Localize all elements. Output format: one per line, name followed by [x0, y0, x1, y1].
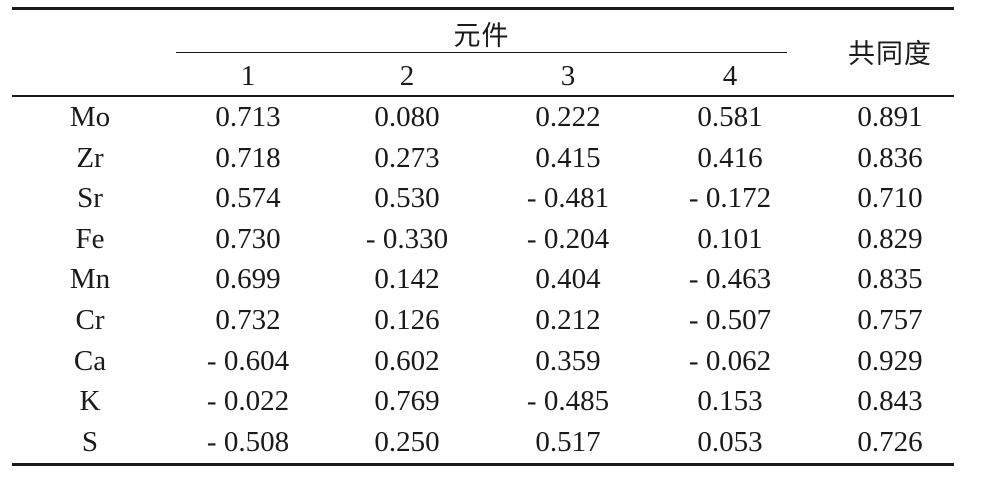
- communality-cell: 0.835: [857, 263, 923, 295]
- row-label: Mn: [69, 263, 111, 295]
- communality-cell: 0.891: [857, 101, 923, 133]
- row-label: K: [79, 385, 101, 417]
- table-cell: - 0.481: [526, 182, 610, 214]
- column-header-4: 4: [722, 60, 738, 92]
- table-cell: - 0.204: [526, 223, 610, 255]
- table-cell: 0.574: [215, 182, 281, 214]
- table-cell: 0.359: [535, 345, 601, 377]
- table-cell: 0.415: [535, 142, 601, 174]
- row-label: Sr: [77, 182, 103, 214]
- row-label: Ca: [73, 345, 107, 377]
- table-cell: 0.080: [374, 101, 440, 133]
- column-header-1: 1: [240, 60, 256, 92]
- table-cell: 0.273: [374, 142, 440, 174]
- table-cell: 0.718: [215, 142, 281, 174]
- table-cell: - 0.330: [365, 223, 449, 255]
- table-cell: - 0.508: [206, 426, 290, 458]
- table-cell: - 0.485: [526, 385, 610, 417]
- table-cell: 0.142: [374, 263, 440, 295]
- table-cell: 0.250: [374, 426, 440, 458]
- table-cell: 0.730: [215, 223, 281, 255]
- table-cell: 0.153: [697, 385, 763, 417]
- table-cell: 0.126: [374, 304, 440, 336]
- table-cell: - 0.022: [206, 385, 290, 417]
- communality-cell: 0.726: [857, 426, 923, 458]
- row-label: Fe: [75, 223, 105, 255]
- communality-cell: 0.829: [857, 223, 923, 255]
- table-cell: - 0.062: [688, 345, 772, 377]
- group-header-rule: [176, 52, 787, 53]
- table-cell: 0.222: [535, 101, 601, 133]
- column-header-3: 3: [560, 60, 576, 92]
- table-cell: 0.416: [697, 142, 763, 174]
- column-header-2: 2: [399, 60, 415, 92]
- table-cell: 0.713: [215, 101, 281, 133]
- table-cell: - 0.604: [206, 345, 290, 377]
- communality-cell: 0.843: [857, 385, 923, 417]
- table-cell: 0.602: [374, 345, 440, 377]
- table-cell: - 0.507: [688, 304, 772, 336]
- row-label: S: [81, 426, 99, 458]
- row-label: Mo: [69, 101, 111, 133]
- table-cell: 0.101: [697, 223, 763, 255]
- group-header: 元件: [453, 21, 510, 52]
- table-top-rule: [12, 7, 954, 10]
- communality-header: 共同度: [848, 39, 932, 70]
- table-cell: 0.732: [215, 304, 281, 336]
- table-cell: 0.053: [697, 426, 763, 458]
- table-cell: - 0.463: [688, 263, 772, 295]
- table-cell: - 0.172: [688, 182, 772, 214]
- communality-cell: 0.757: [857, 304, 923, 336]
- table-cell: 0.769: [374, 385, 440, 417]
- communality-cell: 0.710: [857, 182, 923, 214]
- table-bottom-rule: [12, 463, 954, 466]
- row-label: Zr: [76, 142, 104, 174]
- table-cell: 0.699: [215, 263, 281, 295]
- table-cell: 0.581: [697, 101, 763, 133]
- communality-cell: 0.836: [857, 142, 923, 174]
- table-cell: 0.517: [535, 426, 601, 458]
- communality-cell: 0.929: [857, 345, 923, 377]
- table-cell: 0.404: [535, 263, 601, 295]
- table-header-rule: [12, 95, 954, 97]
- table-cell: 0.530: [374, 182, 440, 214]
- table-cell: 0.212: [535, 304, 601, 336]
- row-label: Cr: [75, 304, 105, 336]
